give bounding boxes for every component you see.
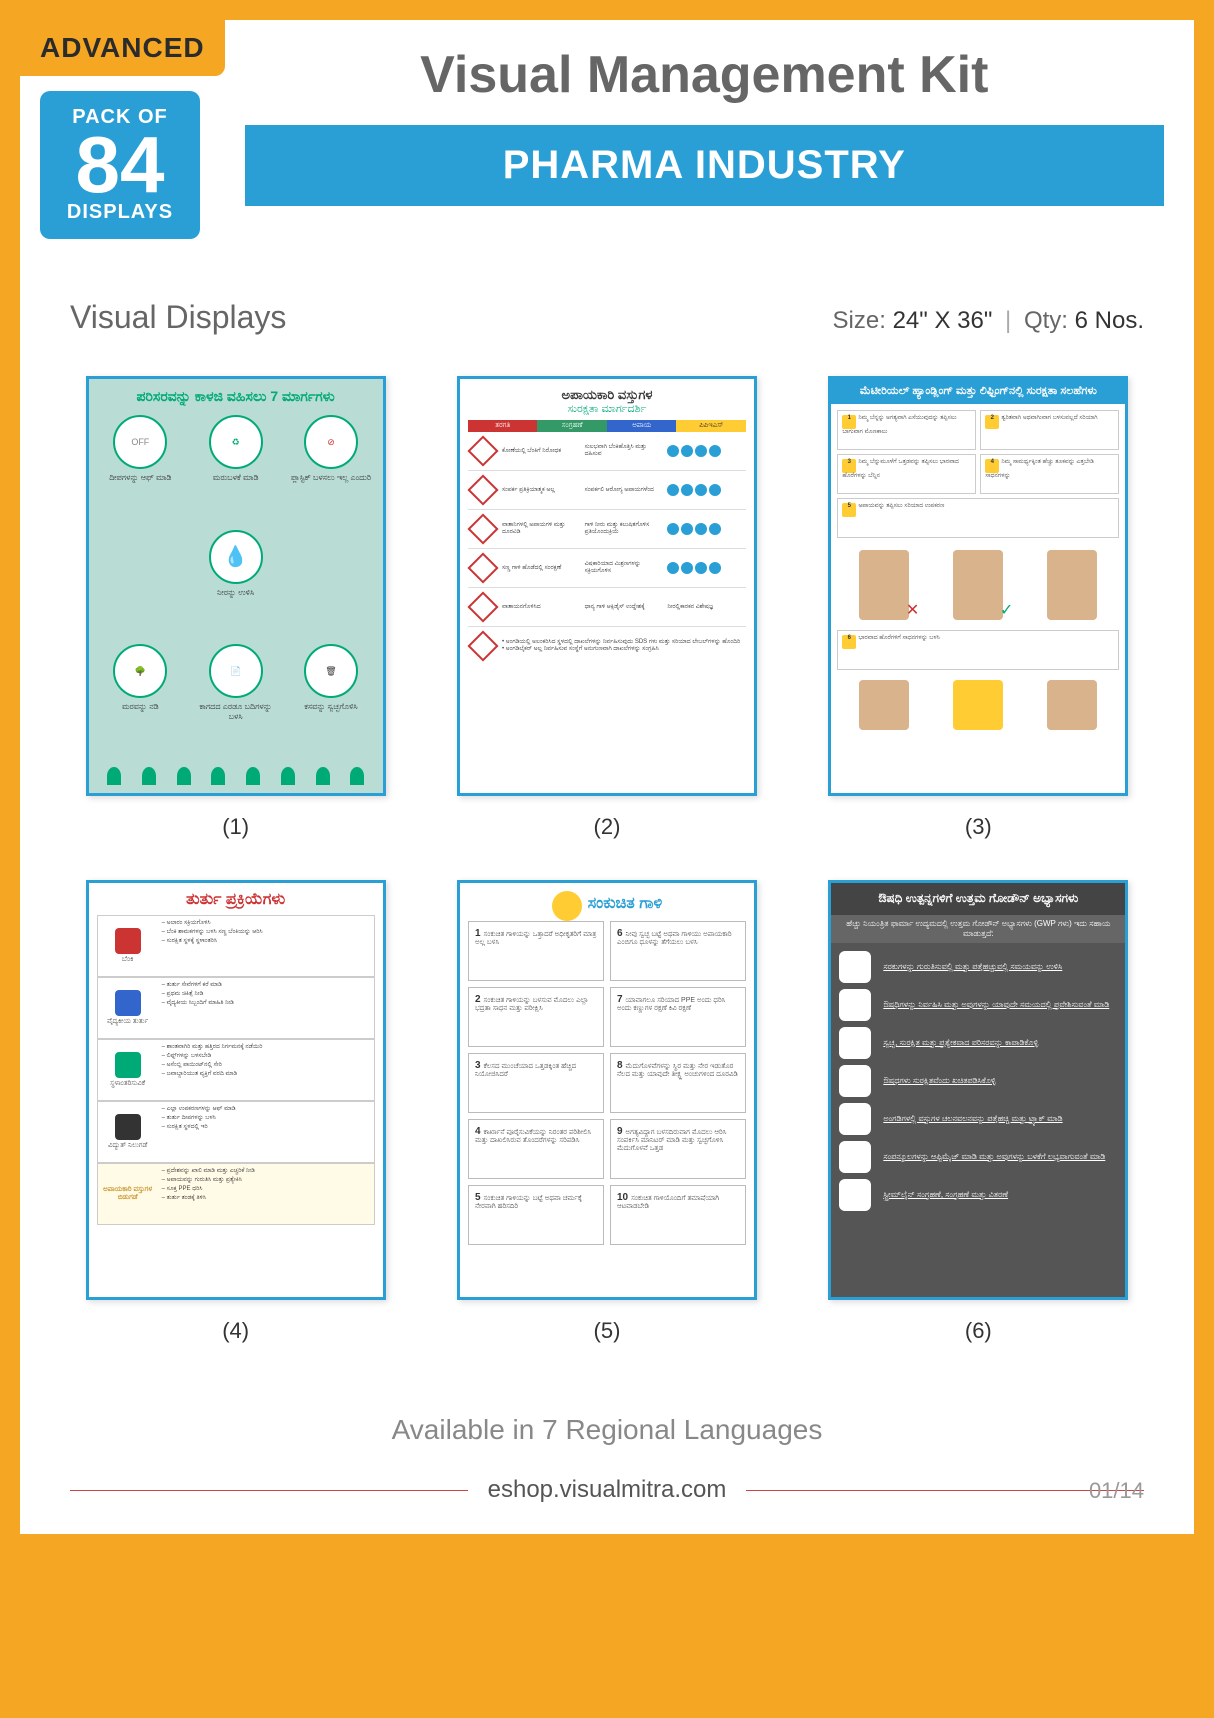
tree-border	[97, 767, 375, 785]
page-number: 01/14	[1089, 1478, 1144, 1504]
languages-note: Available in 7 Regional Languages	[70, 1414, 1144, 1446]
equipment-figures	[831, 674, 1125, 736]
clock-icon	[839, 951, 871, 983]
poster-1: ಪರಿಸರವನ್ನು ಕಾಳಜಿ ವಹಿಸಲು 7 ಮಾರ್ಗಗಳು OFFದೀ…	[86, 376, 386, 796]
card-number-6: (6)	[965, 1318, 992, 1344]
poster-1-title: ಪರಿಸರವನ್ನು ಕಾಳಜಿ ವಹಿಸಲು 7 ಮಾರ್ಗಗಳು	[97, 387, 375, 405]
poster-card-1: ಪರಿಸರವನ್ನು ಕಾಳಜಿ ವಹಿಸಲು 7 ಮಾರ್ಗಗಳು OFFದೀ…	[80, 376, 391, 840]
poster-card-4: ತುರ್ತು ಪ್ರಕ್ರಿಯೆಗಳು ಬೆಂಕಿ– ಅಲಾರಂ ಸಕ್ರಿಯಗ…	[80, 880, 391, 1344]
poster-5: ಸಂಕುಚಿತ ಗಾಳಿ 1ಸಂಕುಚಿತ ಗಾಳಿಯನ್ನು ಒತ್ತಾದರೆ…	[457, 880, 757, 1300]
clean-icon	[839, 1027, 871, 1059]
poster-card-5: ಸಂಕುಚಿತ ಗಾಳಿ 1ಸಂಕುಚಿತ ಗಾಳಿಯನ್ನು ಒತ್ತಾದರೆ…	[451, 880, 762, 1344]
poster-2-headers: ತರಗತಿ ಸಂಗ್ರಹಣೆ ಅಪಾಯ ಪಿಪಿಇಎಸ್	[468, 420, 746, 432]
pack-number: 84	[60, 129, 180, 201]
displays-label: DISPLAYS	[60, 201, 180, 224]
poster-4: ತುರ್ತು ಪ್ರಕ್ರಿಯೆಗಳು ಬೆಂಕಿ– ಅಲಾರಂ ಸಕ್ರಿಯಗ…	[86, 880, 386, 1300]
title-area: Visual Management Kit PHARMA INDUSTRY	[245, 20, 1194, 206]
poster-6-title: ಔಷಧಿ ಉತ್ಪನ್ನಗಳಿಗೆ ಉತ್ತಮ ಗೋಡೌನ್ ಅಭ್ಯಾಸಗಳು	[831, 883, 1125, 915]
poster-grid: ಪರಿಸರವನ್ನು ಕಾಳಜಿ ವಹಿಸಲು 7 ಮಾರ್ಗಗಳು OFFದೀ…	[20, 356, 1194, 1364]
divider-left	[70, 1490, 468, 1491]
poster-6-subtitle: ಹೆಚ್ಚು ನಿಯಂತ್ರಿತ ಫಾರ್ಮಾ ಉದ್ಯಮದಲ್ಲಿ ಉತ್ತಮ…	[831, 915, 1125, 943]
size-value: 24" X 36"	[893, 307, 993, 334]
left-badges: ADVANCED PACK OF 84 DISPLAYS	[20, 20, 225, 239]
poster-3: ಮೆಟೀರಿಯಲ್ ಹ್ಯಾಂಡ್ಲಿಂಗ್ ಮತ್ತು ಲಿಫ್ಟಿಂಗ್‌ನ…	[828, 376, 1128, 796]
poster-2-subtitle: ಸುರಕ್ಷತಾ ಮಾರ್ಗದರ್ಶಿ	[468, 403, 746, 416]
poster-3-title: ಮೆಟೀರಿಯಲ್ ಹ್ಯಾಂಡ್ಲಿಂಗ್ ಮತ್ತು ಲಿಫ್ಟಿಂಗ್‌ನ…	[831, 379, 1125, 404]
track-icon	[839, 1103, 871, 1135]
website-url: eshop.visualmitra.com	[488, 1476, 727, 1504]
card-number-1: (1)	[222, 814, 249, 840]
lifting-figures: ✕ ✓	[831, 544, 1125, 626]
qty-label: Qty:	[1024, 307, 1068, 334]
pack-badge: PACK OF 84 DISPLAYS	[40, 91, 200, 239]
poster-2: ಅಪಾಯಕಾರಿ ವಸ್ತುಗಳ ಸುರಕ್ಷತಾ ಮಾರ್ಗದರ್ಶಿ ತರಗ…	[457, 376, 757, 796]
poster-card-3: ಮೆಟೀರಿಯಲ್ ಹ್ಯಾಂಡ್ಲಿಂಗ್ ಮತ್ತು ಲಿಫ್ಟಿಂಗ್‌ನ…	[823, 376, 1134, 840]
card-number-4: (4)	[222, 1318, 249, 1344]
optimize-icon	[839, 1141, 871, 1173]
footer-line: eshop.visualmitra.com 01/14	[70, 1476, 1144, 1504]
separator: |	[1005, 307, 1011, 334]
poster-6: ಔಷಧಿ ಉತ್ಪನ್ನಗಳಿಗೆ ಉತ್ತಮ ಗೋಡೌನ್ ಅಭ್ಯಾಸಗಳು…	[828, 880, 1128, 1300]
poster-card-6: ಔಷಧಿ ಉತ್ಪನ್ನಗಳಿಗೆ ಉತ್ತಮ ಗೋಡೌನ್ ಅಭ್ಯಾಸಗಳು…	[823, 880, 1134, 1344]
size-qty-info: Size: 24" X 36" | Qty: 6 Nos.	[833, 307, 1144, 335]
card-number-3: (3)	[965, 814, 992, 840]
distribute-icon	[839, 1179, 871, 1211]
qty-value: 6 Nos.	[1075, 307, 1144, 334]
section-title: Visual Displays	[70, 299, 286, 336]
poster-4-title: ತುರ್ತು ಪ್ರಕ್ರಿಯೆಗಳು	[97, 891, 375, 909]
manage-icon	[839, 989, 871, 1021]
footer: Available in 7 Regional Languages eshop.…	[20, 1414, 1194, 1504]
size-label: Size:	[833, 307, 886, 334]
poster-2-title: ಅಪಾಯಕಾರಿ ವಸ್ತುಗಳ	[468, 387, 746, 403]
divider-right	[746, 1490, 1144, 1491]
main-title: Visual Management Kit	[245, 45, 1164, 105]
medical-icon	[839, 1065, 871, 1097]
card-number-5: (5)	[594, 1318, 621, 1344]
industry-banner: PHARMA INDUSTRY	[245, 125, 1164, 206]
catalog-page: ADVANCED PACK OF 84 DISPLAYS Visual Mana…	[20, 20, 1194, 1534]
top10-badge-icon	[552, 891, 582, 921]
poster-1-icons: OFFದೀಪಗಳನ್ನು ಆಫ್ ಮಾಡಿ ♻ಮರುಬಳಕೆ ಮಾಡಿ ⊘ಪ್ಲ…	[97, 415, 375, 761]
advanced-badge: ADVANCED	[20, 20, 225, 76]
poster-card-2: ಅಪಾಯಕಾರಿ ವಸ್ತುಗಳ ಸುರಕ್ಷತಾ ಮಾರ್ಗದರ್ಶಿ ತರಗ…	[451, 376, 762, 840]
poster-5-title: ಸಂಕುಚಿತ ಗಾಳಿ	[588, 895, 663, 912]
section-header: Visual Displays Size: 24" X 36" | Qty: 6…	[20, 239, 1194, 356]
header: ADVANCED PACK OF 84 DISPLAYS Visual Mana…	[20, 20, 1194, 239]
card-number-2: (2)	[594, 814, 621, 840]
